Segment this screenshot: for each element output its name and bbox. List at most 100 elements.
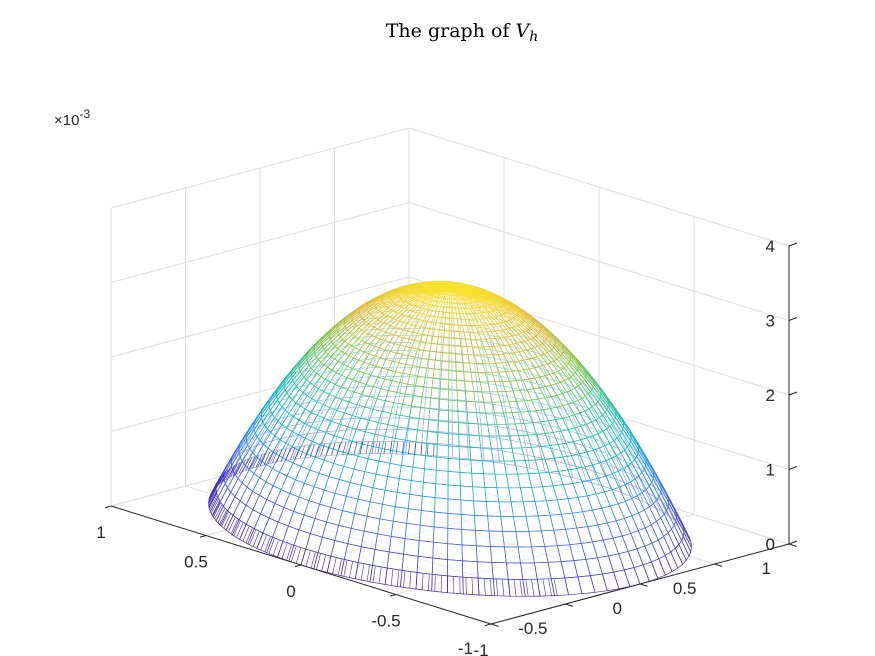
x-tick-label: 0	[286, 582, 295, 601]
surface-rim-line	[320, 443, 325, 457]
surface-rim-line	[378, 567, 382, 584]
surface-rim-line	[415, 573, 418, 590]
surface-cell	[454, 338, 462, 347]
y-tick-label: -0.5	[518, 619, 547, 638]
surface-cell	[515, 530, 533, 548]
surface-cell	[418, 524, 435, 543]
surface-rim-line	[214, 504, 222, 520]
surface-rim-line	[420, 442, 423, 456]
surface-cell	[455, 353, 464, 364]
surface-cell	[462, 560, 479, 579]
surface-rim-line	[427, 443, 429, 456]
z-exponent-label: ×10-3	[54, 107, 90, 129]
surface-cell	[458, 434, 471, 448]
surface-cell	[429, 397, 441, 411]
surface-rim-line	[235, 461, 243, 475]
surface-cell	[439, 378, 450, 391]
surface-cell	[438, 398, 449, 412]
surface-cell	[484, 487, 500, 503]
surface-rim-line	[309, 444, 315, 458]
surface-cell	[435, 469, 449, 486]
surface-rim-line	[210, 497, 218, 512]
surface-cell	[520, 562, 538, 580]
surface-cell	[400, 570, 418, 590]
surface-cell	[448, 399, 459, 412]
surface-rim-line	[281, 543, 288, 559]
z-tick-label: 3	[766, 312, 775, 331]
surface-rim-line	[377, 441, 381, 454]
surface-cell	[504, 546, 521, 564]
surface-rim-line	[525, 579, 529, 597]
surface-rim-line	[280, 448, 287, 462]
surface-cell	[455, 370, 465, 382]
x-tick	[294, 564, 302, 568]
surface-cell	[398, 464, 414, 481]
surface-cell	[496, 487, 512, 503]
surface-rim-line	[208, 488, 217, 503]
z-tick	[788, 242, 798, 247]
surface-cell	[406, 508, 422, 526]
surface-rim-line	[264, 536, 271, 553]
surface-cell	[441, 360, 450, 372]
surface-cell	[439, 388, 449, 401]
surface-cell	[415, 429, 429, 444]
surface-rim-line	[507, 579, 511, 597]
z-tick-label: 0	[766, 535, 775, 554]
surface-cell	[505, 562, 524, 580]
surface-rim-line	[383, 441, 387, 454]
surface-cell	[447, 513, 462, 530]
surface-rim-line	[290, 447, 296, 460]
surface-cell	[431, 377, 442, 390]
surface-rim-line	[331, 443, 336, 456]
surface-rim-line	[502, 579, 505, 597]
surface-cell	[487, 515, 503, 532]
surface-rim-line	[239, 524, 247, 540]
surface-rim-line	[315, 444, 320, 457]
surface-cell	[461, 529, 477, 547]
surface-rim-line	[421, 573, 424, 590]
surface-cell	[442, 337, 450, 346]
surface-rim-line	[519, 580, 523, 597]
surface-cell	[447, 559, 464, 578]
surface-cell	[434, 483, 449, 500]
surface-rim-line	[208, 492, 217, 507]
surface-rim-line	[402, 442, 404, 455]
surface-rim-line	[305, 551, 311, 567]
surface-rim-line	[548, 579, 552, 596]
surface-cell	[449, 312, 454, 320]
surface-cell	[456, 380, 466, 392]
surface-rim-line	[490, 579, 492, 596]
surface-cell	[461, 354, 470, 364]
surface-rim-line	[213, 503, 221, 518]
surface-rim-line	[353, 442, 358, 455]
surface-cell	[433, 511, 449, 529]
x-tick	[389, 594, 397, 597]
surface-cell	[490, 447, 505, 462]
surface-cell	[448, 345, 456, 355]
surface-rim-line	[223, 468, 231, 482]
surface-cell	[448, 361, 457, 372]
surface-rim-line	[299, 446, 305, 459]
surface-rim-line	[277, 541, 283, 558]
surface-cell	[432, 541, 449, 560]
surface-rim-line	[219, 510, 227, 525]
surface-cell	[478, 435, 492, 449]
surface-rim-line	[208, 487, 217, 501]
surface-rim-line	[384, 568, 388, 585]
surface-cell	[392, 506, 409, 524]
surface-cell	[424, 455, 438, 471]
x-tick	[484, 623, 492, 627]
surface-cell	[447, 575, 464, 595]
surface-rim-line	[397, 570, 400, 587]
surface-rim-line	[294, 446, 301, 460]
surface-cell	[426, 431, 439, 446]
surface-cell	[455, 362, 464, 373]
surface-cell	[448, 324, 455, 332]
surface-cell	[488, 530, 505, 548]
grid-line	[110, 127, 790, 247]
surface-cell	[474, 515, 490, 532]
surface-rim-line	[295, 548, 301, 564]
surface-cell	[394, 492, 411, 510]
surface-cell	[483, 473, 498, 489]
